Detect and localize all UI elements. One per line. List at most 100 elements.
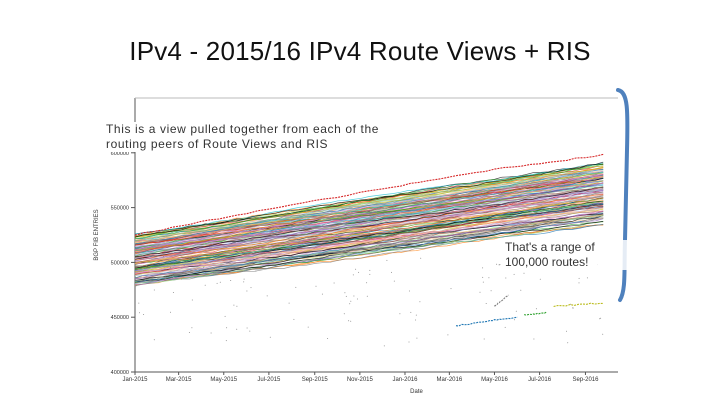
outlier-point (490, 290, 492, 292)
outlier-point (602, 333, 604, 335)
peer-track (134, 167, 604, 237)
y-tick-label: 600000 (111, 151, 129, 157)
outlier-point (356, 298, 358, 300)
outlier-point (143, 314, 145, 315)
outlier-point (578, 277, 580, 279)
series-line-3 (553, 302, 604, 308)
outlier-point (533, 338, 535, 340)
peer-track (134, 161, 604, 238)
peer-track (134, 220, 604, 283)
outlier-point (307, 326, 309, 328)
outlier-point (219, 281, 221, 283)
y-tick-label: 500000 (111, 260, 129, 266)
outlier-point (366, 295, 368, 297)
series-line-4 (494, 294, 509, 307)
range-note: That's a range of 100,000 routes! (505, 240, 635, 270)
outlier-point (224, 315, 226, 317)
outlier-point (153, 289, 155, 291)
outlier-point (250, 287, 252, 289)
outlier-point (499, 264, 501, 266)
outlier-point (203, 270, 204, 272)
outlier-point (535, 308, 537, 310)
outlier-point (321, 293, 323, 295)
outlier-point (369, 269, 371, 271)
outlier-point (586, 277, 588, 279)
outlier-point (236, 328, 238, 330)
outlier-point (233, 304, 235, 306)
x-tick-label: Jan-2016 (392, 377, 418, 383)
outlier-point (523, 272, 525, 274)
outlier-point (255, 270, 257, 272)
outlier-point (515, 310, 517, 312)
outlier-point (482, 276, 484, 278)
outlier-point (513, 273, 515, 275)
x-tick-label: Mar-2016 (437, 377, 463, 383)
y-axis-label: BGP FIB ENTRIES (94, 209, 100, 260)
outlier-point (333, 282, 335, 284)
outlier-point (191, 327, 193, 329)
outlier-point (243, 281, 245, 283)
outlier-point (393, 280, 395, 282)
x-tick-label: Sep-2015 (302, 377, 329, 383)
series-line-2 (523, 311, 547, 316)
outlier-point (225, 340, 227, 342)
outlier-point (246, 327, 248, 329)
outlier-point (153, 339, 155, 341)
outlier-point (383, 345, 385, 347)
outlier-point (419, 301, 421, 303)
outlier-point (482, 281, 484, 283)
outlier-point (343, 313, 345, 315)
outlier-point (327, 338, 329, 339)
peer-track (135, 191, 604, 258)
outlier-point (315, 285, 317, 287)
outlier-point (288, 302, 290, 304)
outlier-point (249, 330, 251, 332)
range-bracket-arc (616, 88, 630, 302)
outlier-point (369, 273, 371, 275)
peer-track (134, 208, 604, 274)
outlier-point (226, 327, 228, 329)
outlier-point (344, 292, 346, 294)
peer-track (134, 224, 604, 287)
outlier-point (210, 332, 212, 334)
outlier-point (169, 267, 171, 268)
outlier-point (355, 268, 357, 270)
outlier-point (600, 317, 602, 319)
outlier-point (183, 264, 185, 266)
peer-track (134, 210, 604, 280)
outlier-point (391, 271, 392, 273)
outlier-point (520, 289, 522, 291)
outlier-point (293, 318, 295, 320)
outlier-point (230, 280, 232, 281)
outlier-point (416, 337, 418, 339)
outlier-point (358, 271, 360, 273)
outlier-point (366, 282, 368, 284)
x-tick-label: May-2015 (210, 377, 237, 383)
outlier-point (240, 268, 242, 270)
outlier-point (450, 288, 452, 290)
outlier-point (482, 267, 484, 269)
outlier-point (350, 320, 352, 322)
y-tick-label: 400000 (111, 370, 129, 376)
outlier-point (386, 259, 388, 261)
outlier-point (266, 295, 268, 297)
peer-track (134, 164, 604, 235)
peer-track (134, 206, 604, 276)
outlier-point (270, 252, 271, 254)
outlier-point (188, 332, 190, 333)
outlier-point (246, 290, 248, 292)
peer-track (134, 164, 604, 238)
outlier-point (295, 286, 297, 288)
slide-title: IPv4 - 2015/16 IPv4 Route Views + RIS (129, 36, 591, 66)
outlier-point (243, 278, 245, 280)
outlier-point (496, 263, 498, 265)
peer-track (134, 190, 604, 262)
outlier-point (152, 276, 154, 278)
outlier-point (505, 277, 507, 279)
outlier-point (139, 312, 140, 314)
outlier-point (172, 292, 174, 293)
outlier-point (539, 278, 541, 280)
outlier-point (353, 295, 355, 297)
outlier-point (170, 311, 171, 313)
outlier-point (567, 342, 569, 344)
